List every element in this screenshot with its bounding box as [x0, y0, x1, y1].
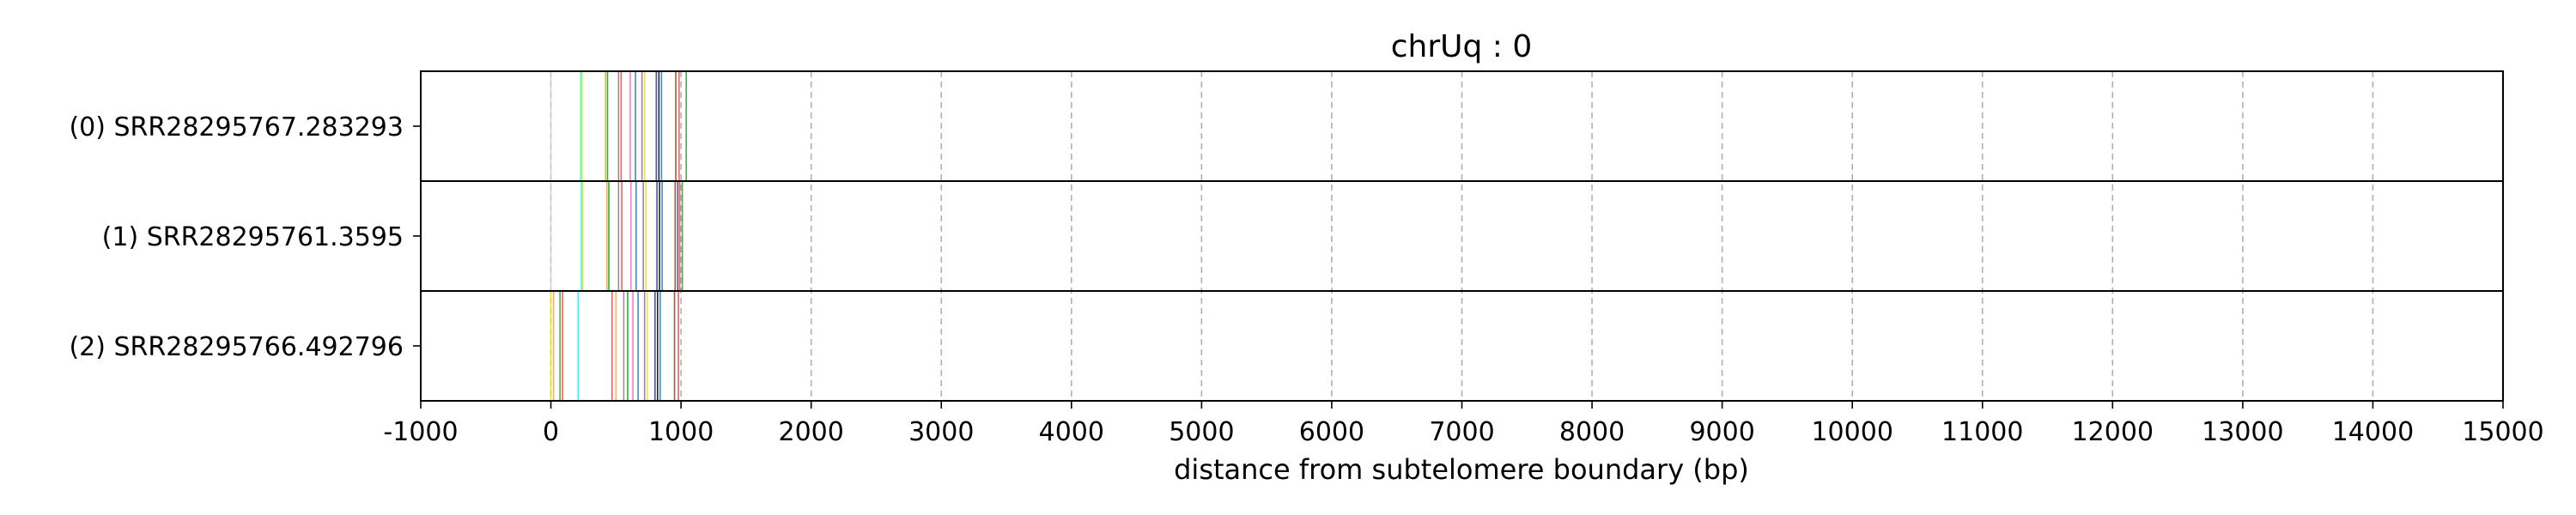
x-tick-label: 9000 — [1689, 417, 1754, 447]
row-label: (1) SRR28295761.3595 — [102, 222, 404, 252]
x-tick-label: -1000 — [383, 417, 458, 447]
row-label: (2) SRR28295766.492796 — [69, 332, 404, 362]
x-tick-label: 11000 — [1941, 417, 2023, 447]
x-tick-label: 15000 — [2462, 417, 2543, 447]
x-tick-label: 6000 — [1299, 417, 1364, 447]
x-axis-label: distance from subtelomere boundary (bp) — [1174, 453, 1749, 486]
grid-lines — [420, 71, 2504, 401]
x-tick-label: 14000 — [2332, 417, 2414, 447]
x-tick-label: 13000 — [2202, 417, 2283, 447]
x-tick-label: 10000 — [1811, 417, 1893, 447]
x-tick-label: 8000 — [1559, 417, 1625, 447]
x-tick-label: 2000 — [779, 417, 844, 447]
x-tick-label: 7000 — [1429, 417, 1494, 447]
rug-marks — [550, 71, 687, 401]
x-tick-label: 5000 — [1169, 417, 1234, 447]
row-labels: (0) SRR28295767.283293 (1) SRR28295761.35… — [69, 112, 421, 362]
x-tick-label: 1000 — [648, 417, 714, 447]
x-axis-ticks: -1000 0 1000 2000 3000 4000 5000 6000 7000 8000 90… — [383, 401, 2544, 447]
chart-title: chrUq : 0 — [1391, 29, 1533, 64]
row-label: (0) SRR28295767.283293 — [69, 112, 404, 142]
x-tick-label: 4000 — [1039, 417, 1104, 447]
x-tick-label: 12000 — [2072, 417, 2154, 447]
x-tick-label: 3000 — [908, 417, 974, 447]
x-tick-label: 0 — [543, 417, 559, 447]
